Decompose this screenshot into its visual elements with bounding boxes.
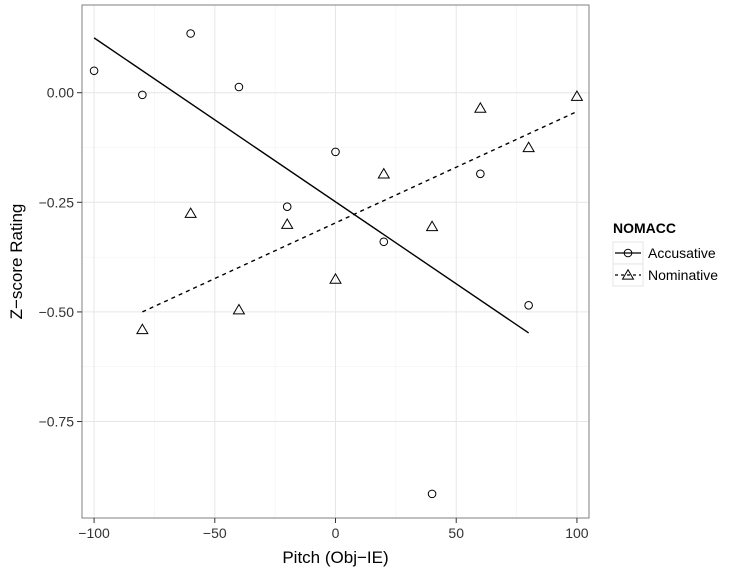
x-tick-label: 0 bbox=[332, 525, 340, 541]
fit-lines bbox=[93, 37, 578, 334]
legend-title: NOMACC bbox=[613, 220, 676, 236]
point-nominative bbox=[474, 101, 487, 113]
point-accusative bbox=[234, 82, 244, 92]
point-accusative bbox=[282, 202, 292, 211]
point-nominative bbox=[184, 207, 197, 218]
legend-label: Accusative bbox=[648, 245, 716, 261]
x-tick-label: 50 bbox=[448, 525, 464, 541]
point-accusative bbox=[138, 90, 147, 100]
legend-item-nominative: Nominative bbox=[612, 263, 718, 287]
point-accusative bbox=[331, 147, 340, 157]
point-nominative bbox=[232, 303, 246, 315]
point-accusative bbox=[379, 237, 389, 247]
legend-key-marker bbox=[623, 248, 633, 258]
x-tick-label: −100 bbox=[78, 525, 110, 541]
legend-items: Accusative Nominative bbox=[612, 241, 718, 287]
x-axis-title: Pitch (Obj−IE) bbox=[282, 548, 388, 567]
point-accusative bbox=[476, 169, 485, 179]
point-nominative bbox=[329, 272, 342, 284]
point-nominative bbox=[377, 167, 391, 179]
legend-key-marker bbox=[621, 268, 635, 280]
point-nominative bbox=[280, 218, 294, 229]
point-accusative bbox=[427, 489, 437, 499]
y-tick-label: 0.00 bbox=[47, 85, 74, 101]
y-tick-label: −0.25 bbox=[39, 194, 75, 210]
x-tick-label: −50 bbox=[203, 525, 227, 541]
axes: −100 −50 0 50 100 0.00 −0.25 −0.50 −0.75 bbox=[39, 85, 589, 541]
y-axis-title: Z−score Rating bbox=[7, 204, 26, 320]
x-tick-label: 100 bbox=[565, 525, 589, 541]
y-tick-label: −0.50 bbox=[39, 304, 75, 320]
legend: NOMACC Accusative Nominative bbox=[612, 220, 718, 287]
point-accusative bbox=[524, 301, 533, 310]
point-accusative bbox=[186, 29, 195, 38]
point-nominative bbox=[570, 90, 584, 101]
point-nominative bbox=[522, 141, 535, 153]
point-nominative bbox=[136, 323, 149, 335]
legend-item-accusative: Accusative bbox=[612, 241, 716, 265]
point-nominative bbox=[425, 220, 439, 232]
data-points bbox=[89, 29, 584, 499]
point-accusative bbox=[89, 66, 99, 76]
fit-line-accusative bbox=[93, 37, 530, 334]
y-tick-label: −0.75 bbox=[39, 414, 75, 430]
legend-label: Nominative bbox=[648, 267, 718, 283]
